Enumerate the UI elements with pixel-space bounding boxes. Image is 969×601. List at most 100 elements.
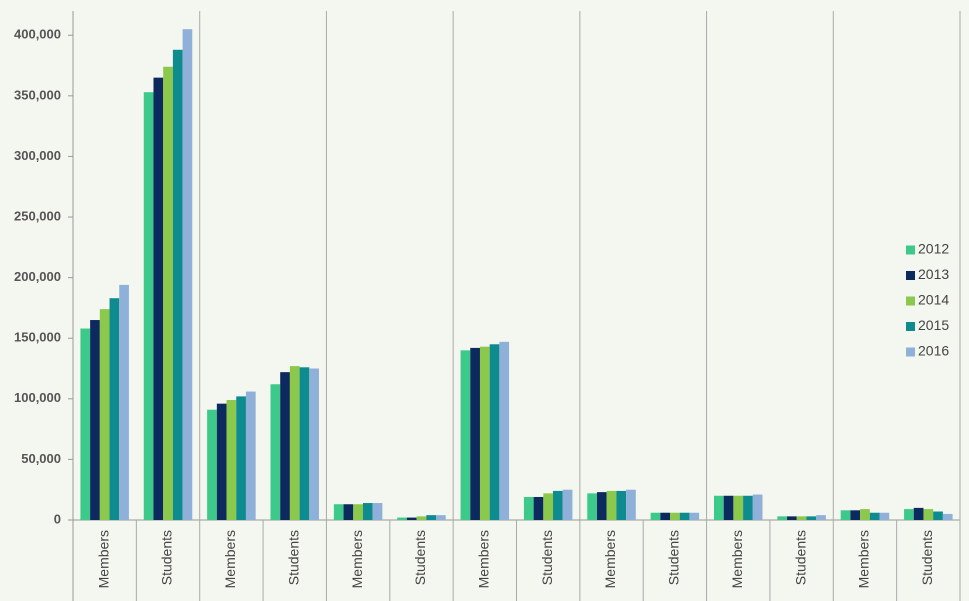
- bar: [670, 512, 680, 520]
- x-tick-label: Students: [792, 530, 808, 585]
- y-tick-label: 250,000: [14, 208, 61, 223]
- bar: [660, 512, 671, 520]
- bar: [353, 504, 363, 520]
- bar: [153, 77, 164, 521]
- bar: [309, 368, 319, 520]
- x-tick-label: Students: [919, 530, 935, 585]
- y-tick-label: 50,000: [21, 451, 61, 466]
- bar: [860, 509, 870, 520]
- bar: [80, 328, 91, 520]
- bar: [289, 366, 300, 520]
- y-tick-label: 300,000: [14, 148, 61, 163]
- bar: [270, 384, 281, 520]
- x-tick-label: Students: [159, 530, 175, 585]
- bar: [299, 367, 310, 520]
- bar: [723, 495, 734, 520]
- bar: [489, 344, 500, 520]
- bar: [216, 403, 227, 520]
- x-tick-label: Members: [222, 530, 238, 588]
- bar: [406, 517, 417, 520]
- bar: [426, 515, 437, 520]
- y-tick-label: 0: [54, 511, 61, 526]
- bar: [416, 516, 427, 520]
- legend-label: 2015: [918, 317, 949, 333]
- bar: [460, 350, 471, 520]
- bar: [182, 29, 193, 521]
- bar: [499, 341, 510, 520]
- bar: [479, 346, 490, 520]
- x-tick-label: Members: [602, 530, 618, 588]
- bar: [933, 511, 943, 520]
- bar: [436, 515, 446, 520]
- bar: [397, 517, 407, 520]
- bar: [787, 516, 797, 520]
- bar: [942, 513, 953, 520]
- bar: [913, 507, 924, 520]
- bar: [99, 309, 110, 520]
- x-tick-label: Members: [476, 530, 492, 588]
- x-tick-label: Members: [729, 530, 745, 588]
- bar: [923, 509, 934, 520]
- y-tick-label: 200,000: [14, 269, 61, 284]
- x-tick-label: Members: [349, 530, 365, 588]
- bar: [650, 512, 661, 520]
- legend-swatch: [906, 296, 915, 306]
- bar: [869, 512, 880, 520]
- bar: [714, 495, 724, 520]
- legend-swatch: [906, 245, 915, 255]
- bar: [777, 516, 788, 520]
- y-tick-label: 400,000: [14, 27, 61, 42]
- bar: [90, 320, 100, 520]
- bar: [333, 504, 344, 520]
- bar: [236, 396, 246, 520]
- bar: [543, 493, 554, 520]
- bar: [850, 510, 861, 520]
- legend-label: 2014: [918, 292, 949, 308]
- bar: [207, 409, 217, 520]
- bar: [743, 495, 753, 520]
- x-tick-label: Students: [412, 530, 428, 585]
- legend-swatch: [906, 322, 915, 331]
- legend-swatch: [906, 271, 915, 280]
- x-tick-label: Students: [666, 530, 682, 585]
- bar: [679, 512, 690, 520]
- bar: [470, 347, 480, 520]
- bar: [372, 503, 383, 520]
- bar: [119, 284, 129, 520]
- legend-label: 2013: [918, 266, 949, 282]
- bar: [562, 489, 573, 520]
- bar: [616, 490, 627, 520]
- bar: [226, 400, 237, 520]
- bar: [840, 510, 851, 520]
- bar: [343, 504, 354, 520]
- bar: [163, 66, 173, 520]
- bar: [587, 493, 597, 520]
- legend-swatch: [906, 347, 915, 357]
- bar: [806, 516, 817, 520]
- bar: [606, 490, 617, 520]
- bar: [596, 492, 607, 520]
- bar: [733, 495, 744, 520]
- bar: [172, 49, 183, 521]
- bar: [553, 490, 563, 520]
- bar: [796, 516, 807, 520]
- legend-label: 2012: [918, 241, 949, 257]
- bar: [904, 509, 914, 520]
- y-tick-label: 100,000: [14, 390, 61, 405]
- legend-label: 2016: [918, 343, 949, 359]
- bar: [689, 512, 700, 520]
- x-tick-label: Members: [856, 530, 872, 588]
- bar: [362, 503, 373, 520]
- bar: [280, 372, 290, 520]
- y-tick-label: 150,000: [14, 330, 61, 345]
- bar: [523, 496, 534, 520]
- y-tick-label: 350,000: [14, 87, 61, 102]
- bar: [143, 92, 154, 520]
- bar: [245, 391, 256, 520]
- x-tick-label: Students: [539, 530, 555, 585]
- x-tick-label: Students: [285, 530, 301, 585]
- bar: [109, 298, 120, 520]
- bar: [816, 515, 826, 520]
- bar: [752, 494, 763, 520]
